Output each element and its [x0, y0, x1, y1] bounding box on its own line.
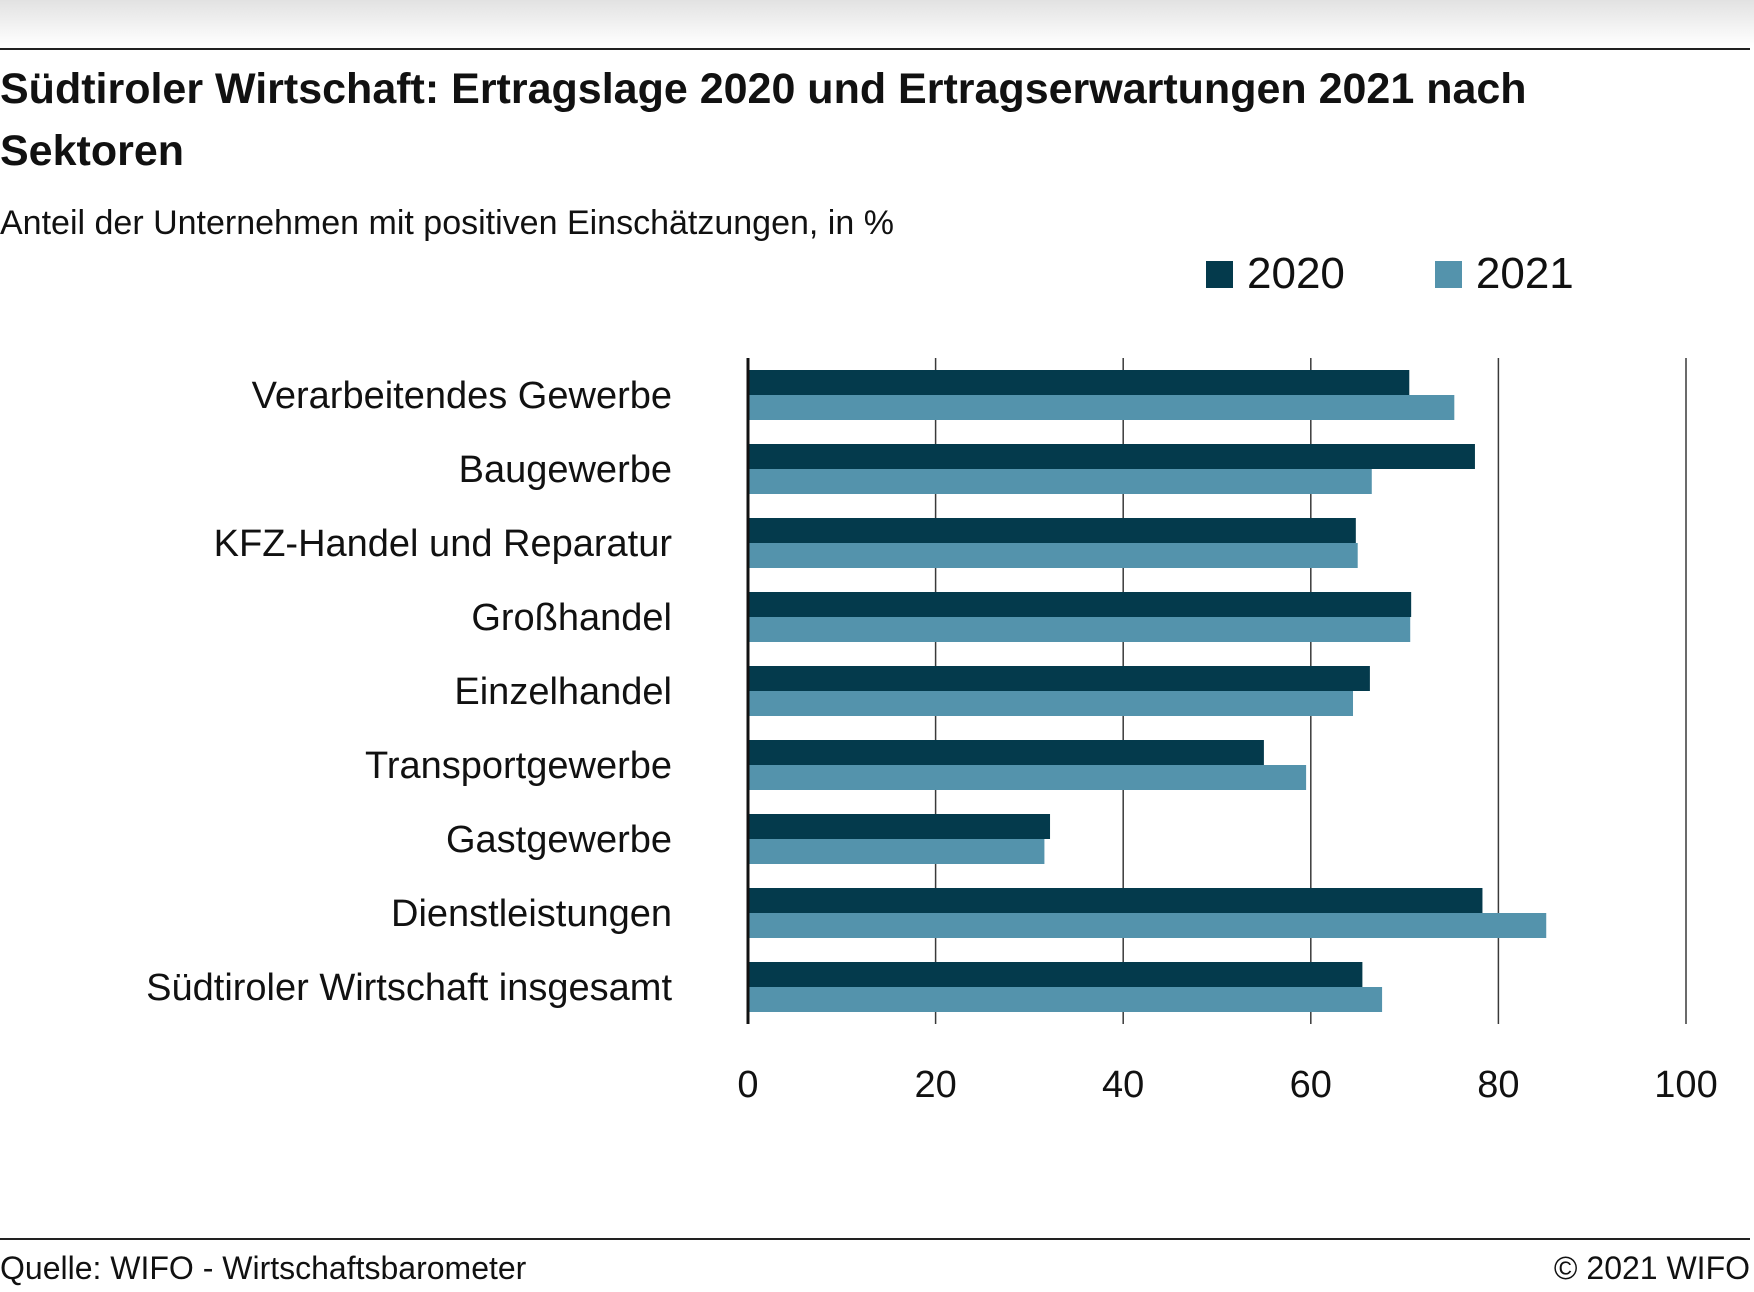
bar-2021-3 [748, 617, 1411, 642]
chart-subtitle: Anteil der Unternehmen mit positiven Ein… [0, 204, 894, 242]
bar-2020-8 [748, 962, 1363, 987]
x-tick-label-20: 20 [914, 1064, 956, 1106]
bar-2020-5 [748, 740, 1264, 765]
category-label-8: Südtiroler Wirtschaft insgesamt [146, 967, 672, 1009]
bar-2021-4 [748, 691, 1354, 716]
bar-2021-2 [748, 543, 1358, 568]
x-tick-label-80: 80 [1477, 1064, 1519, 1106]
bar-2020-6 [748, 814, 1051, 839]
category-label-6: Gastgewerbe [446, 819, 672, 861]
bar-2021-7 [748, 913, 1547, 938]
header-band [0, 0, 1754, 46]
x-tick-label-60: 60 [1290, 1064, 1332, 1106]
chart-title: Südtiroler Wirtschaft: Ertragslage 2020 … [0, 65, 1527, 175]
source-note: Quelle: WIFO - Wirtschaftsbarometer [0, 1250, 527, 1286]
bar-2020-4 [748, 666, 1370, 691]
bar-2021-0 [748, 395, 1455, 420]
bar-2020-7 [748, 888, 1483, 913]
category-label-2: KFZ-Handel und Reparatur [214, 523, 673, 565]
bar-2021-1 [748, 469, 1372, 494]
legend-label-2020: 2020 [1247, 249, 1345, 298]
legend-label-2021: 2021 [1475, 249, 1574, 298]
bar-2020-3 [748, 592, 1412, 617]
category-label-7: Dienstleistungen [391, 893, 672, 935]
bar-2021-8 [748, 987, 1383, 1012]
category-label-3: Großhandel [471, 597, 672, 639]
bar-2020-1 [748, 444, 1475, 469]
legend-swatch-2020 [1206, 260, 1233, 288]
category-label-0: Verarbeitendes Gewerbe [252, 375, 672, 417]
copyright-note: © 2021 WIFO [1553, 1250, 1750, 1286]
x-tick-label-40: 40 [1102, 1064, 1144, 1106]
category-label-1: Baugewerbe [459, 449, 672, 491]
legend-item-2020: 2020 [1206, 250, 1345, 298]
top-rule [0, 48, 1750, 50]
x-tick-label-100: 100 [1654, 1064, 1717, 1106]
x-tick-label-0: 0 [737, 1064, 758, 1106]
bottom-rule [0, 1238, 1750, 1240]
legend-swatch-2021 [1434, 260, 1462, 288]
bar-2020-2 [748, 518, 1356, 543]
bar-2021-6 [748, 839, 1045, 864]
bar-2020-0 [748, 370, 1410, 395]
bar-2021-5 [748, 765, 1307, 790]
category-label-5: Transportgewerbe [365, 745, 672, 787]
legend-item-2021: 2021 [1434, 249, 1574, 298]
legend: 2020 2021 [1206, 250, 1574, 298]
category-label-4: Einzelhandel [454, 671, 672, 713]
